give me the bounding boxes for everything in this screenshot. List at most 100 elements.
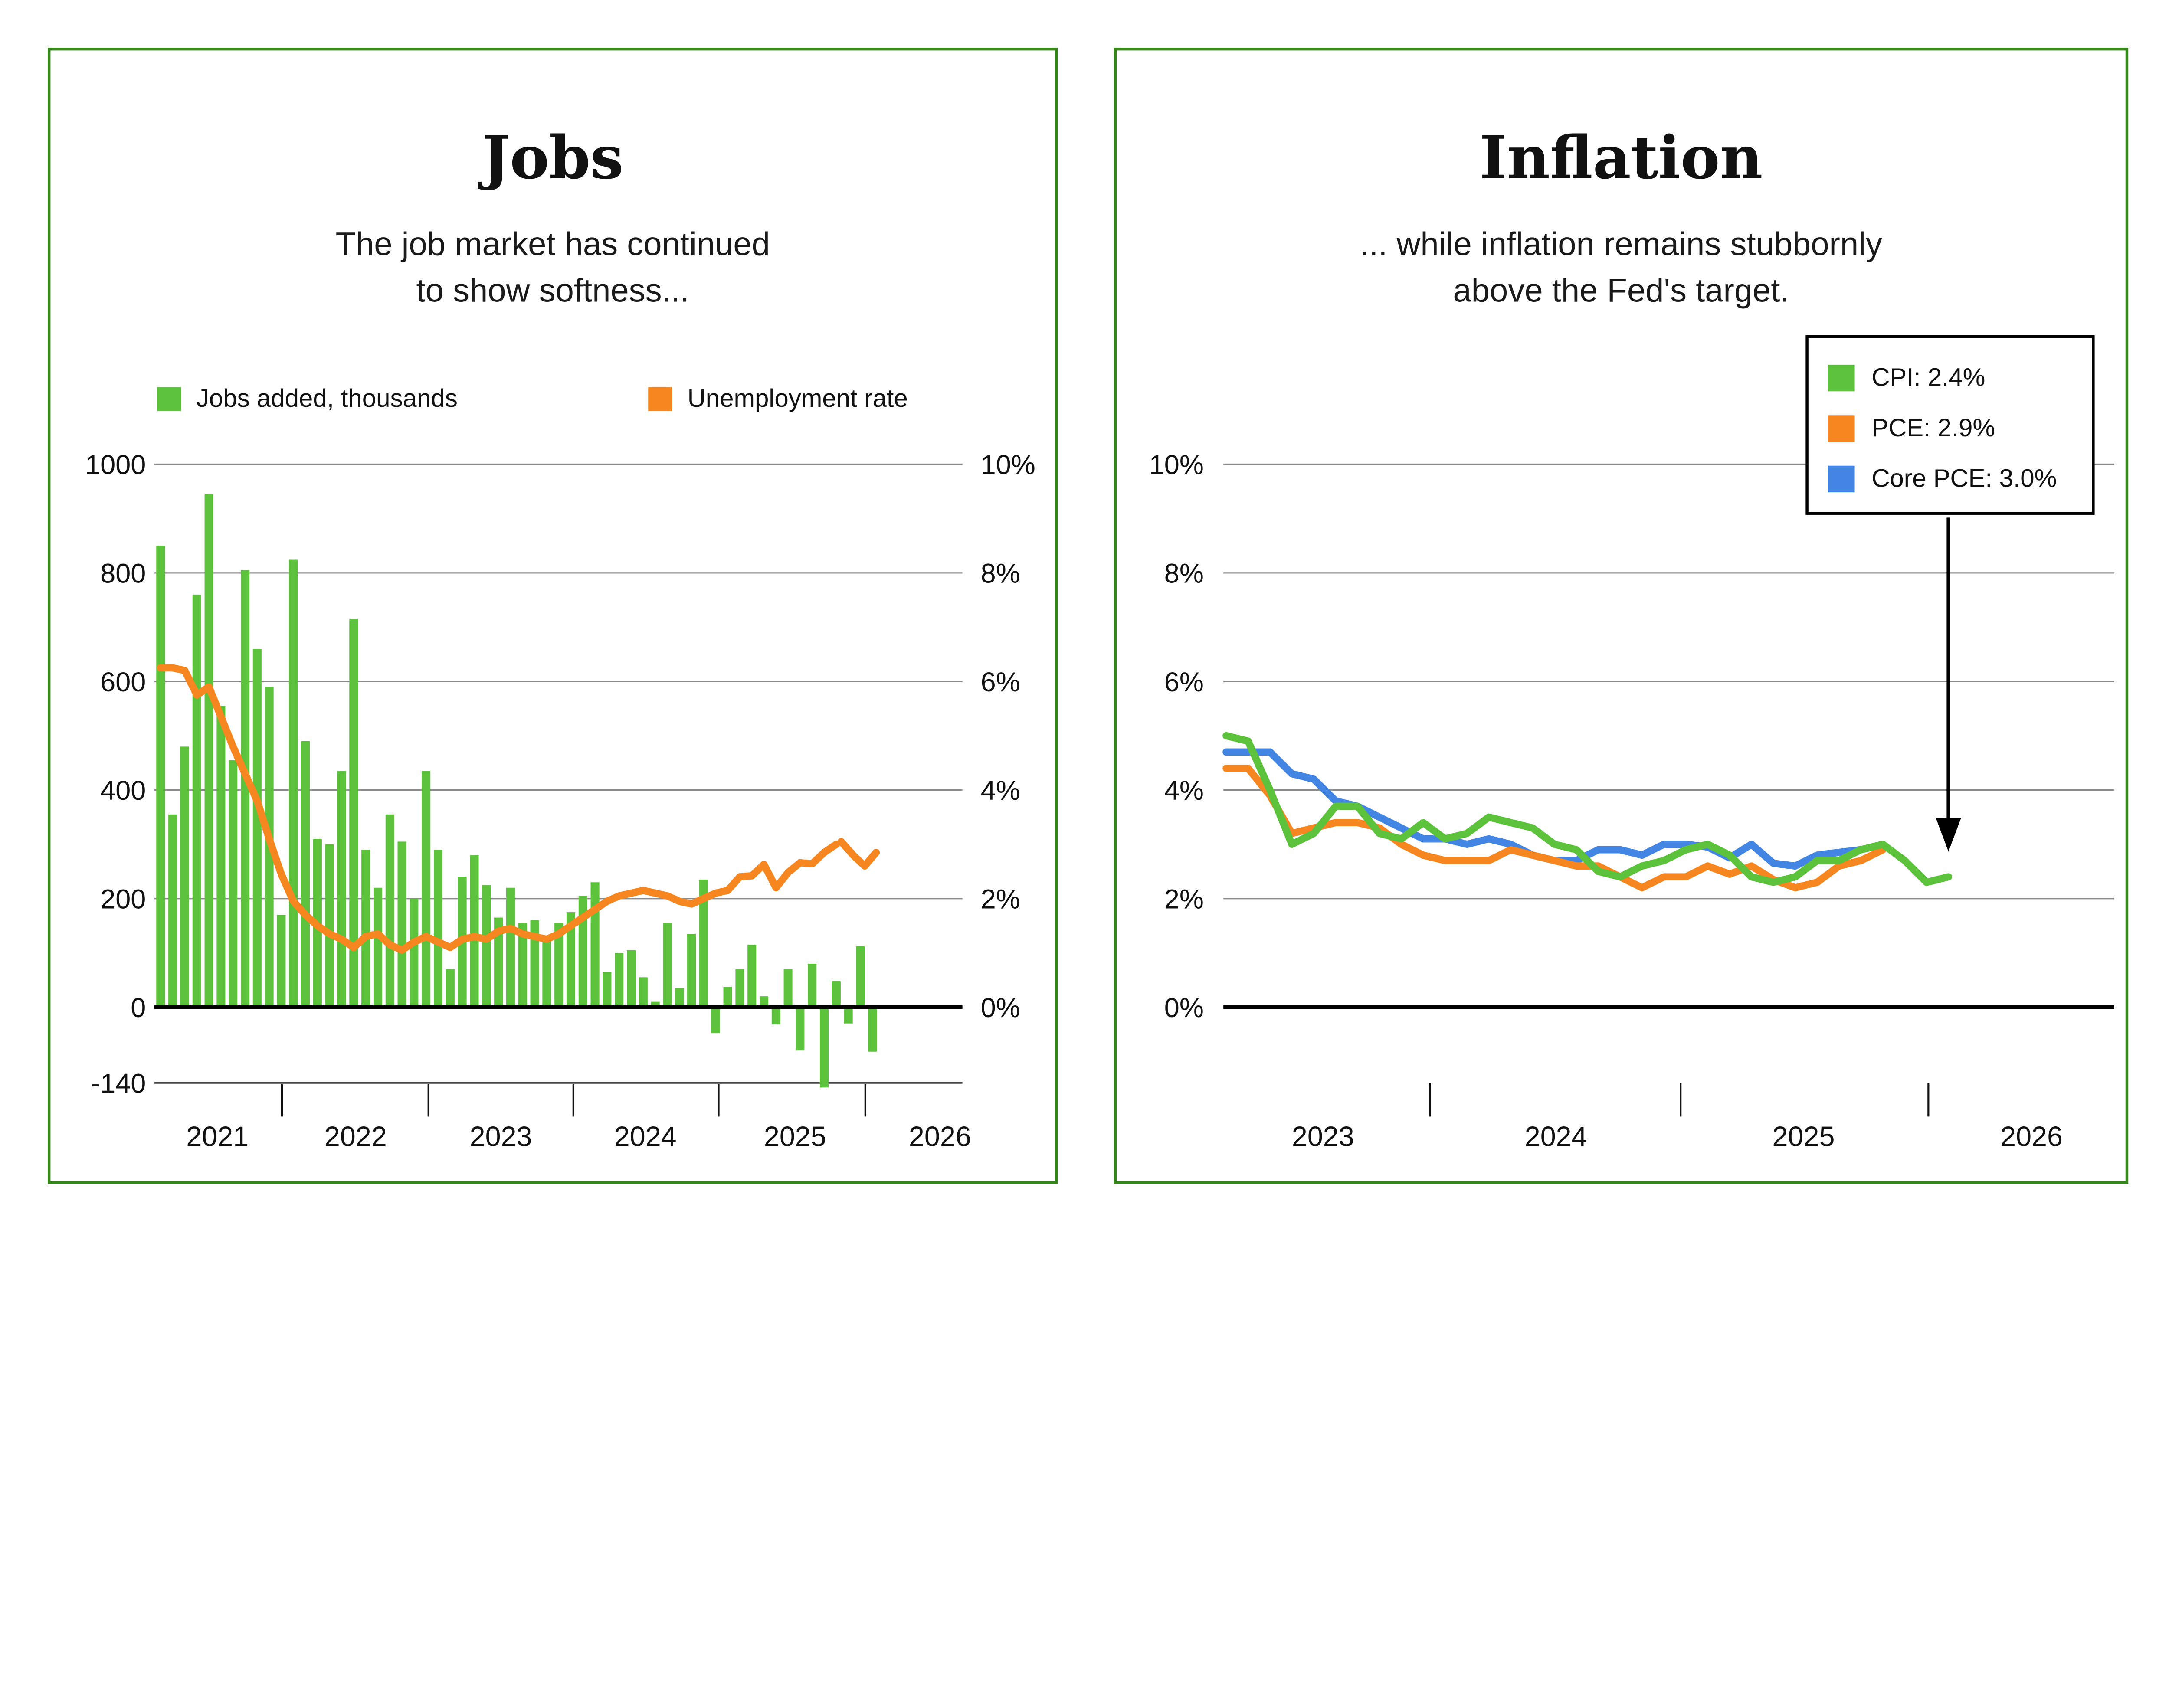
jobs-added-bar [832, 981, 841, 1008]
jobs-added-bar [771, 1007, 780, 1025]
jobs-added-bar [820, 1007, 829, 1088]
jobs-added-bar [422, 771, 431, 1008]
svg-text:4%: 4% [1164, 775, 1204, 806]
jobs-axis-labels: 1000 800 600 400 200 0 -140 10% 8% 6% 4% 2% 0% [85, 450, 1035, 1099]
svg-text:10%: 10% [981, 450, 1035, 480]
jobs-added-bar [542, 936, 551, 1008]
legend-item-core-pce: Core PCE: 3.0% [1828, 453, 2092, 504]
svg-text:0%: 0% [1164, 993, 1204, 1023]
jobs-subtitle-line1: The job market has continued [335, 226, 770, 262]
jobs-added-bar [494, 917, 503, 1008]
jobs-added-bar [252, 649, 262, 1008]
svg-text:6%: 6% [981, 667, 1020, 697]
svg-text:2026: 2026 [2000, 1120, 2063, 1152]
legend-arrow [1936, 517, 1961, 852]
unemployment-rate-swatch-icon [648, 386, 672, 410]
svg-text:-140: -140 [91, 1068, 146, 1099]
jobs-added-bar [796, 1007, 805, 1051]
inflation-gridlines [1223, 463, 2114, 1009]
jobs-added-bar [530, 920, 539, 1008]
unemployment-rate-line [157, 664, 840, 954]
jobs-added-bar [204, 494, 213, 1008]
inflation-legend-box: CPI: 2.4% PCE: 2.9% Core PCE: 3.0% [1805, 335, 2095, 515]
core-pce-line [1222, 748, 1887, 870]
svg-text:8%: 8% [981, 558, 1020, 589]
inflation-subtitle-line1: ... while inflation remains stubbornly [1360, 226, 1883, 262]
jobs-added-bar [747, 945, 757, 1008]
jobs-added-bar [277, 915, 286, 1008]
svg-text:2021: 2021 [186, 1120, 249, 1152]
cpi-swatch-icon [1828, 364, 1855, 391]
jobs-added-bar [229, 760, 238, 1008]
svg-text:2025: 2025 [764, 1120, 826, 1152]
svg-text:2024: 2024 [1525, 1120, 1587, 1152]
jobs-subtitle-line2: to show softness... [416, 272, 689, 309]
inflation-chart-plot: 10% 8% 6% 4% 2% 0% 2023 2024 2025 2026 [1149, 450, 2114, 1152]
inflation-axis-labels: 10% 8% 6% 4% 2% 0% [1149, 450, 1204, 1023]
inflation-subtitle-line2: above the Fed's target. [1453, 272, 1789, 309]
jobs-added-bar [397, 841, 406, 1008]
jobs-added-bars [156, 494, 877, 1088]
jobs-added-bar [470, 855, 479, 1008]
svg-text:6%: 6% [1164, 667, 1204, 697]
jobs-added-bar [723, 987, 732, 1008]
svg-text:2%: 2% [1164, 884, 1204, 914]
svg-text:8%: 8% [1164, 558, 1204, 589]
jobs-added-bar [735, 969, 744, 1008]
jobs-added-bar [434, 850, 443, 1008]
inflation-chart-card: 10% 8% 6% 4% 2% 0% 2023 2024 2025 2026 Inflation … [1114, 47, 2129, 1184]
svg-text:400: 400 [100, 775, 146, 806]
unemployment-rate-legend-label: Unemployment rate [687, 383, 908, 412]
pce-swatch-icon [1828, 414, 1855, 442]
jobs-added-bar [410, 898, 419, 1008]
jobs-added-bar [373, 887, 382, 1008]
cpi-line [1222, 732, 1952, 886]
jobs-inflation-infographic: 1000 800 600 400 200 0 -140 10% 8% 6% 4% 2% 0% 2021 20… [47, 47, 2129, 1184]
pce-legend-label: PCE: 2.9% [1871, 413, 1995, 442]
svg-text:0: 0 [131, 993, 146, 1023]
inflation-x-axis: 2023 2024 2025 2026 [1292, 1083, 2063, 1152]
svg-text:600: 600 [100, 667, 146, 697]
svg-text:200: 200 [100, 884, 146, 914]
jobs-added-bar [566, 912, 576, 1008]
svg-text:1000: 1000 [85, 450, 146, 480]
jobs-title: Jobs [482, 123, 624, 193]
jobs-added-bar [289, 559, 298, 1008]
jobs-added-bar [759, 996, 769, 1008]
jobs-added-bar [385, 814, 394, 1008]
svg-text:0%: 0% [981, 993, 1020, 1023]
jobs-added-bar [349, 619, 358, 1008]
jobs-added-bar [675, 988, 684, 1008]
jobs-added-bar [844, 1007, 853, 1024]
jobs-added-bar [578, 896, 587, 1008]
jobs-added-bar [325, 844, 334, 1008]
jobs-added-bar [554, 923, 564, 1008]
core-pce-legend-label: Core PCE: 3.0% [1871, 463, 2057, 492]
legend-item-unemployment-rate: Unemployment rate [648, 384, 908, 412]
svg-text:2026: 2026 [909, 1120, 971, 1152]
jobs-added-bar [627, 950, 636, 1008]
jobs-added-bar [361, 850, 370, 1008]
jobs-added-bar [180, 746, 189, 1008]
svg-text:2023: 2023 [470, 1120, 532, 1152]
jobs-added-bar [856, 946, 865, 1008]
svg-text:10%: 10% [1149, 450, 1204, 480]
svg-text:2024: 2024 [614, 1120, 677, 1152]
inflation-subtitle: ... while inflation remains stubbornly ab… [1117, 222, 2125, 314]
jobs-added-bar [301, 741, 310, 1008]
jobs-added-bar [518, 923, 527, 1008]
jobs-added-bar [506, 887, 515, 1008]
jobs-subtitle: The job market has continued to show soft… [50, 222, 1055, 314]
jobs-added-bar [240, 570, 250, 1008]
arrow-head-icon [1936, 818, 1961, 852]
core-pce-swatch-icon [1828, 465, 1855, 492]
jobs-added-bar [639, 977, 648, 1008]
svg-text:2023: 2023 [1292, 1120, 1354, 1152]
jobs-added-bar [216, 706, 226, 1008]
jobs-added-bar [868, 1007, 877, 1052]
svg-text:4%: 4% [981, 775, 1020, 806]
jobs-added-bar [603, 972, 612, 1008]
svg-text:2025: 2025 [1773, 1120, 1835, 1152]
jobs-added-bar [783, 969, 793, 1008]
jobs-added-bar [337, 771, 346, 1008]
